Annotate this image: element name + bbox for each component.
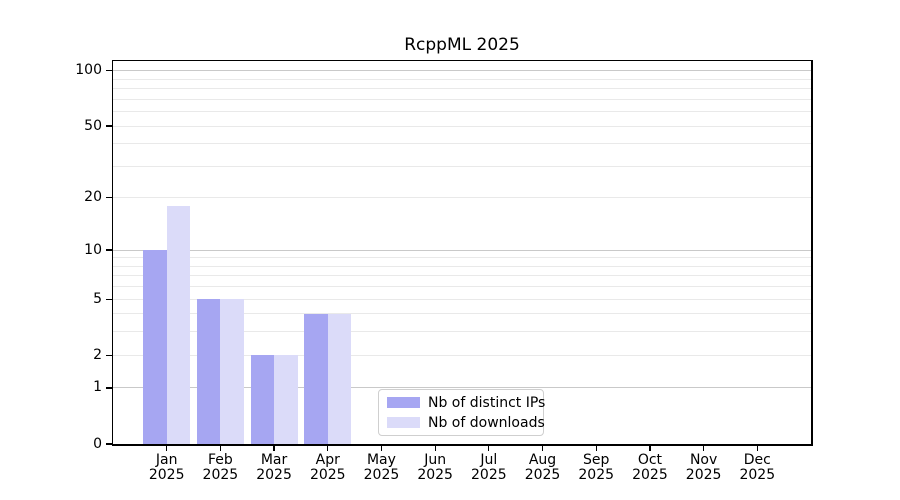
bar-distinct-ips [304,313,328,444]
y-tick [106,387,112,389]
x-tick [380,445,383,451]
x-tick [219,445,221,451]
minor-gridline [113,265,811,267]
minor-gridline [113,143,811,145]
x-tick-label: Oct 2025 [632,452,668,483]
minor-gridline [113,197,811,199]
y-tick [106,249,112,251]
y-tick-label: 2 [93,346,102,363]
legend-item-downloads: Nb of downloads [387,415,545,431]
x-tick [756,445,758,451]
minor-gridline [113,165,811,167]
x-tick-label: Dec 2025 [739,452,776,483]
legend-item-distinct-ips: Nb of distinct IPs [387,395,545,411]
y-tick [106,70,112,72]
bar-distinct-ips [196,299,221,444]
minor-gridline [113,331,811,333]
bottom-spine [112,444,813,446]
x-tick [166,445,168,451]
y-tick-label: 50 [84,117,102,134]
x-tick [703,445,705,451]
y-tick-label: 100 [75,62,102,79]
x-tick [595,445,597,451]
bar-downloads [220,299,244,444]
y-tick-label: 10 [84,241,102,258]
legend-label-distinct-ips: Nb of distinct IPs [428,394,546,411]
minor-gridline [113,88,811,90]
major-gridline [113,70,811,72]
left-spine [111,59,113,446]
x-tick [541,445,544,451]
x-tick-label: Jan 2025 [148,452,185,483]
right-spine [811,59,813,446]
minor-gridline [113,275,811,277]
minor-gridline [113,354,811,356]
legend-swatch-distinct-ips [387,397,420,408]
y-tick [106,298,112,300]
chart-legend: Nb of distinct IPs Nb of downloads [378,389,545,436]
y-tick-label: 5 [93,290,102,307]
top-spine [112,59,813,61]
x-tick [327,445,329,451]
x-tick-label: Mar 2025 [256,452,292,483]
minor-gridline [113,286,811,288]
minor-gridline [113,313,811,315]
x-tick-label: Nov 2025 [685,452,722,483]
bar-distinct-ips [250,355,275,444]
major-gridline [113,387,811,389]
minor-gridline [113,257,811,259]
x-tick-label: May 2025 [363,452,400,483]
major-gridline [113,249,811,251]
minor-gridline [113,125,811,127]
x-tick-label: Sep 2025 [578,452,615,483]
y-tick [106,354,112,356]
y-tick-label: 20 [84,189,102,206]
bar-downloads [327,313,352,444]
legend-swatch-downloads [387,417,420,428]
x-tick-label: Jul 2025 [471,452,507,483]
chart-title: RcppML 2025 [404,35,520,55]
y-tick [106,443,112,445]
bar-distinct-ips [143,250,167,444]
minor-gridline [113,298,811,300]
x-tick-label: Apr 2025 [309,452,346,483]
x-tick-label: Jun 2025 [417,452,453,483]
x-tick [488,445,490,451]
y-tick-label: 0 [93,435,102,452]
x-tick [434,445,436,451]
bar-downloads [274,355,298,444]
minor-gridline [113,111,811,113]
y-tick-label: 1 [93,379,102,396]
minor-gridline [113,78,811,80]
legend-label-downloads: Nb of downloads [428,414,545,431]
bar-downloads [166,205,191,444]
y-tick [106,125,112,127]
y-tick [106,197,112,199]
minor-gridline [113,98,811,100]
x-tick-label: Aug 2025 [524,452,561,483]
x-tick-label: Feb 2025 [202,452,239,483]
x-tick [649,445,651,451]
x-tick [273,445,275,451]
